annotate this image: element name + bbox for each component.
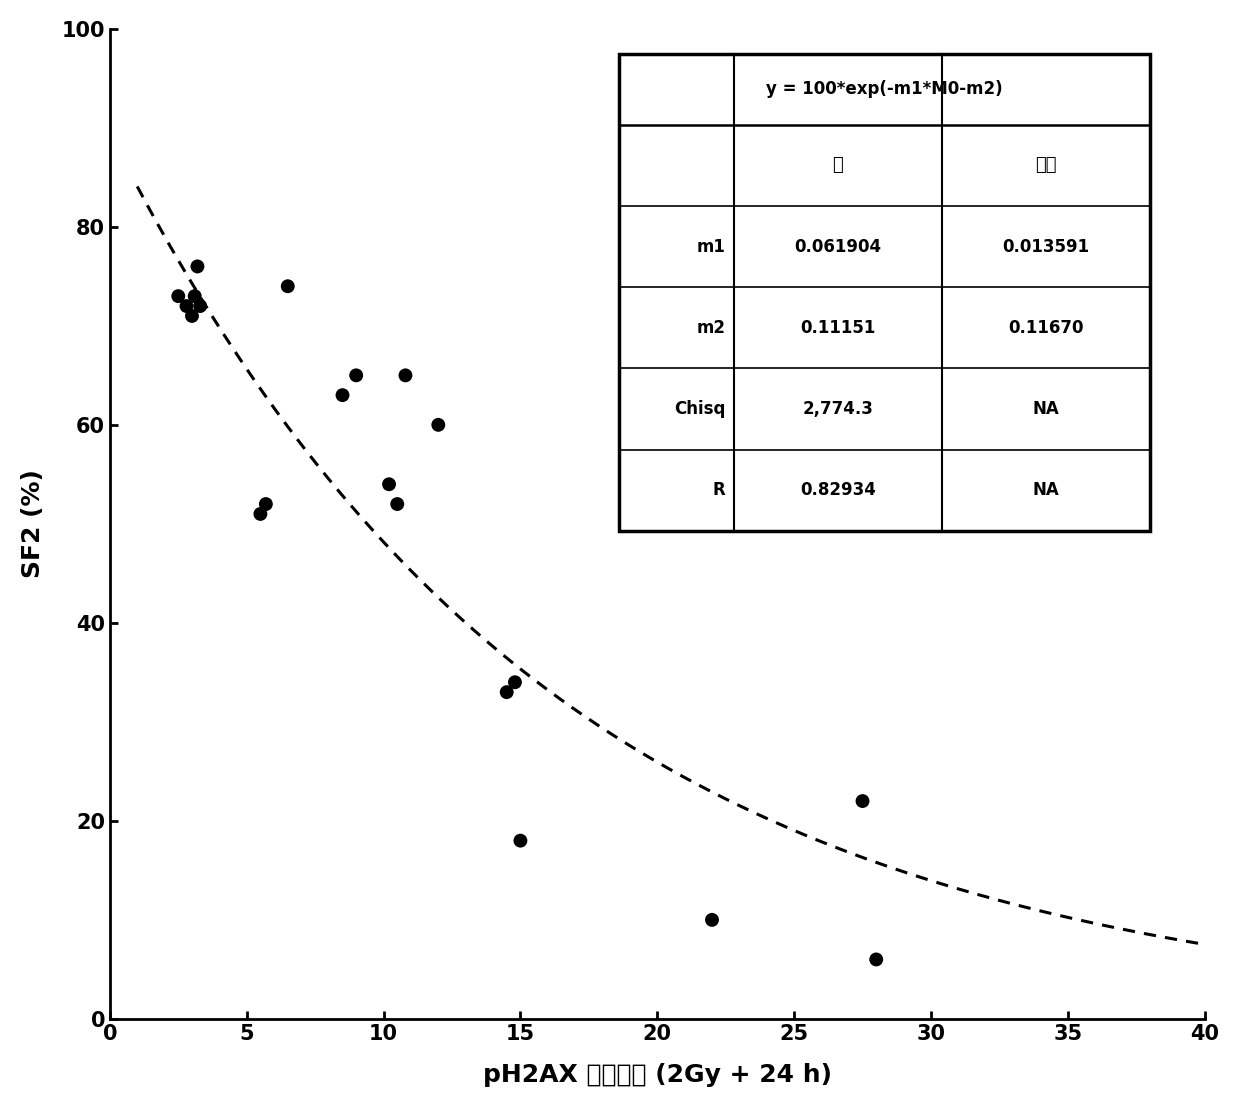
Point	[387, 495, 407, 513]
Point	[346, 367, 366, 384]
Point	[497, 684, 517, 701]
Point	[185, 287, 205, 305]
Text: 0.061904: 0.061904	[795, 237, 882, 256]
Point	[379, 475, 399, 493]
Point	[505, 674, 525, 691]
Point	[255, 495, 275, 513]
Text: 値: 値	[832, 156, 843, 174]
Text: R: R	[713, 481, 725, 500]
Point	[702, 911, 722, 929]
Y-axis label: SF2 (%): SF2 (%)	[21, 470, 45, 578]
Point	[169, 287, 188, 305]
Text: 0.11670: 0.11670	[1008, 319, 1084, 337]
Point	[867, 951, 887, 968]
Point	[853, 792, 873, 810]
Point	[428, 416, 448, 433]
Point	[176, 297, 196, 315]
Point	[250, 505, 270, 523]
Point	[278, 277, 298, 295]
Point	[511, 832, 531, 850]
Text: 0.82934: 0.82934	[800, 481, 875, 500]
Text: m1: m1	[697, 237, 725, 256]
Point	[187, 257, 207, 275]
Text: y = 100*exp(-m1*M0-m2): y = 100*exp(-m1*M0-m2)	[766, 80, 1003, 99]
Bar	[619, 53, 1149, 531]
Text: 0.013591: 0.013591	[1002, 237, 1090, 256]
Text: 2,774.3: 2,774.3	[802, 400, 873, 418]
X-axis label: pH2AX 灌的数量 (2Gy + 24 h): pH2AX 灌的数量 (2Gy + 24 h)	[482, 1064, 832, 1087]
Text: 误差: 误差	[1035, 156, 1056, 174]
Point	[332, 387, 352, 404]
Text: 0.11151: 0.11151	[800, 319, 875, 337]
Text: Chisq: Chisq	[673, 400, 725, 418]
Point	[182, 307, 202, 325]
Text: m2: m2	[696, 319, 725, 337]
Point	[396, 367, 415, 384]
Text: NA: NA	[1033, 400, 1059, 418]
Point	[190, 297, 210, 315]
Text: NA: NA	[1033, 481, 1059, 500]
